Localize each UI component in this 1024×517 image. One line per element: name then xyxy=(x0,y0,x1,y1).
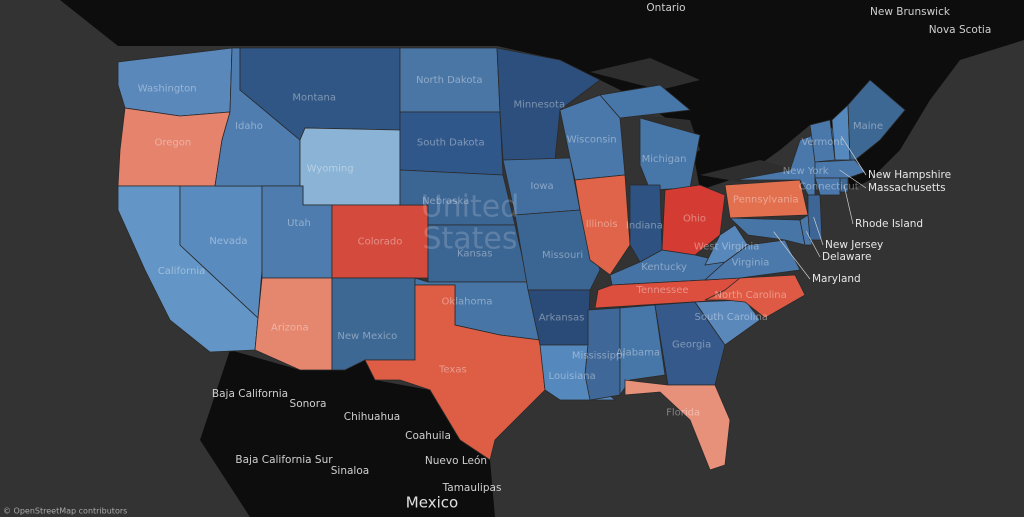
state-label: Montana xyxy=(292,92,336,103)
place-label: New Brunswick xyxy=(870,6,951,18)
state-label: Pennsylvania xyxy=(733,195,799,206)
great-lakes xyxy=(590,58,790,182)
country-label-line: United xyxy=(421,190,520,225)
callout-line xyxy=(813,216,824,246)
state-label: Wisconsin xyxy=(567,134,617,145)
state xyxy=(331,277,416,371)
state xyxy=(704,224,749,266)
state xyxy=(654,301,726,386)
state-label: Mississippi xyxy=(572,351,625,362)
state-label: Tennessee xyxy=(635,285,688,296)
place-label: Nuevo León xyxy=(425,455,487,467)
country-name: Mexico xyxy=(406,494,458,512)
state-label: Ohio xyxy=(683,213,706,224)
state-label: New Jersey xyxy=(825,239,883,251)
state-label: Oklahoma xyxy=(442,297,493,308)
state-label: Nebraska xyxy=(422,196,469,207)
canada-land xyxy=(0,0,1024,190)
state-label: South Dakota xyxy=(417,137,485,148)
state-label: North Dakota xyxy=(416,75,483,86)
state-label: Louisiana xyxy=(549,371,596,382)
state-label: Delaware xyxy=(822,251,871,263)
callout-line xyxy=(843,184,854,225)
state xyxy=(624,379,731,471)
place-label: Tamaulipas xyxy=(442,482,502,494)
state-label: Minnesota xyxy=(513,99,565,110)
state-label: Missouri xyxy=(542,250,583,261)
state-label: Washington xyxy=(138,84,197,95)
state-label: Arizona xyxy=(271,322,309,333)
state-label: Colorado xyxy=(358,237,403,248)
place-label: Baja California xyxy=(212,388,288,400)
state-label: North Carolina xyxy=(714,290,786,301)
state-label: Vermont xyxy=(801,137,843,148)
place-label: Sonora xyxy=(290,398,327,410)
callout-line xyxy=(839,169,867,189)
state-label: West Virginia xyxy=(694,241,759,252)
state-label: Alabama xyxy=(616,348,660,359)
state-label: Maine xyxy=(853,121,883,132)
state-label: Georgia xyxy=(672,339,711,350)
place-label: Nova Scotia xyxy=(929,24,992,36)
state xyxy=(807,194,823,241)
attribution: © OpenStreetMap contributors xyxy=(3,507,127,516)
country-label-line: States xyxy=(422,222,517,257)
state-label: Michigan xyxy=(642,154,687,165)
place-label: Chihuahua xyxy=(344,411,400,423)
callout-line xyxy=(805,231,821,258)
state-label: Florida xyxy=(666,407,700,418)
state-label: New Hampshire xyxy=(868,169,951,181)
state-label: New York xyxy=(783,166,829,177)
state xyxy=(619,304,666,397)
state-label: Utah xyxy=(287,218,311,229)
place-label: Coahuila xyxy=(405,430,451,442)
state xyxy=(704,274,806,319)
callout-line xyxy=(840,136,867,176)
state-label: Kentucky xyxy=(641,262,687,273)
state-label: Connecticut xyxy=(799,182,859,193)
state xyxy=(814,177,841,196)
state-label: New Mexico xyxy=(337,331,397,342)
state-label: Oregon xyxy=(154,138,191,149)
state xyxy=(496,47,601,161)
place-label: Sinaloa xyxy=(331,465,369,477)
state-label: Idaho xyxy=(235,121,263,132)
state-label: Massachusetts xyxy=(868,182,946,194)
state-label: California xyxy=(158,266,206,277)
state-label: Iowa xyxy=(530,181,553,192)
place-label: Ontario xyxy=(646,2,685,14)
state-label: Rhode Island xyxy=(855,218,923,230)
state-label: Kansas xyxy=(457,249,492,260)
state-label: South Carolina xyxy=(695,312,768,323)
state-label: Indiana xyxy=(626,220,663,231)
callout-line xyxy=(773,231,811,280)
state xyxy=(728,217,806,246)
state-label: Virginia xyxy=(732,258,770,269)
mexico-land xyxy=(200,350,495,517)
place-label: Baja California Sur xyxy=(235,454,333,466)
state xyxy=(814,159,866,179)
state-label: Maryland xyxy=(812,273,861,285)
state-label: Arkansas xyxy=(539,313,585,324)
state-label: Illinois xyxy=(586,219,618,230)
state-label: Texas xyxy=(438,364,467,375)
state-label: Wyoming xyxy=(307,164,354,175)
state xyxy=(514,209,601,291)
state-label: Nevada xyxy=(209,236,247,247)
